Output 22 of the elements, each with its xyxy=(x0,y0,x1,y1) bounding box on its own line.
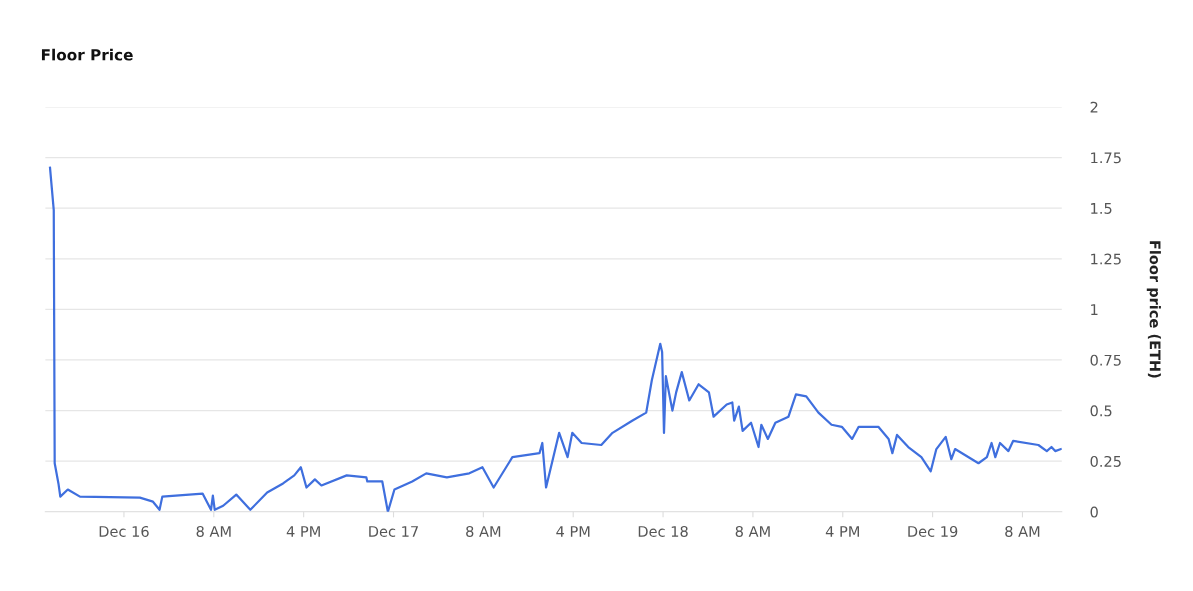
x-tick-label: 4 PM xyxy=(556,526,590,537)
x-tick-label: 8 AM xyxy=(466,525,501,537)
x-tick-label: Dec 18 xyxy=(638,525,688,537)
x-tick-label: 8 AM xyxy=(735,525,770,537)
y-tick-label: 0.75 xyxy=(1090,354,1121,366)
x-tick-label: Dec 19 xyxy=(908,525,958,537)
y-tick-label: 1 xyxy=(1091,304,1098,315)
y-tick-label: 1.5 xyxy=(1091,203,1112,214)
y-tick-label: 1.25 xyxy=(1091,253,1121,265)
y-tick-label: 2 xyxy=(1090,101,1098,113)
y-tick-label: 0 xyxy=(1090,506,1098,518)
x-tick-label: Dec 16 xyxy=(99,525,149,537)
y-tick-label: 0.5 xyxy=(1090,405,1112,417)
chart-title: Floor Price xyxy=(41,48,133,61)
x-tick-label: 4 PM xyxy=(286,526,320,537)
y-tick-label: 1.75 xyxy=(1091,152,1121,164)
y-tick-label: 0.25 xyxy=(1090,455,1121,467)
y-axis-title: Floor price (ETH) xyxy=(1146,241,1161,378)
x-tick-label: 8 AM xyxy=(196,525,231,537)
x-tick-label: 8 AM xyxy=(1005,525,1040,537)
x-tick-label: 4 PM xyxy=(825,526,859,537)
x-tick-label: Dec 17 xyxy=(369,526,418,537)
